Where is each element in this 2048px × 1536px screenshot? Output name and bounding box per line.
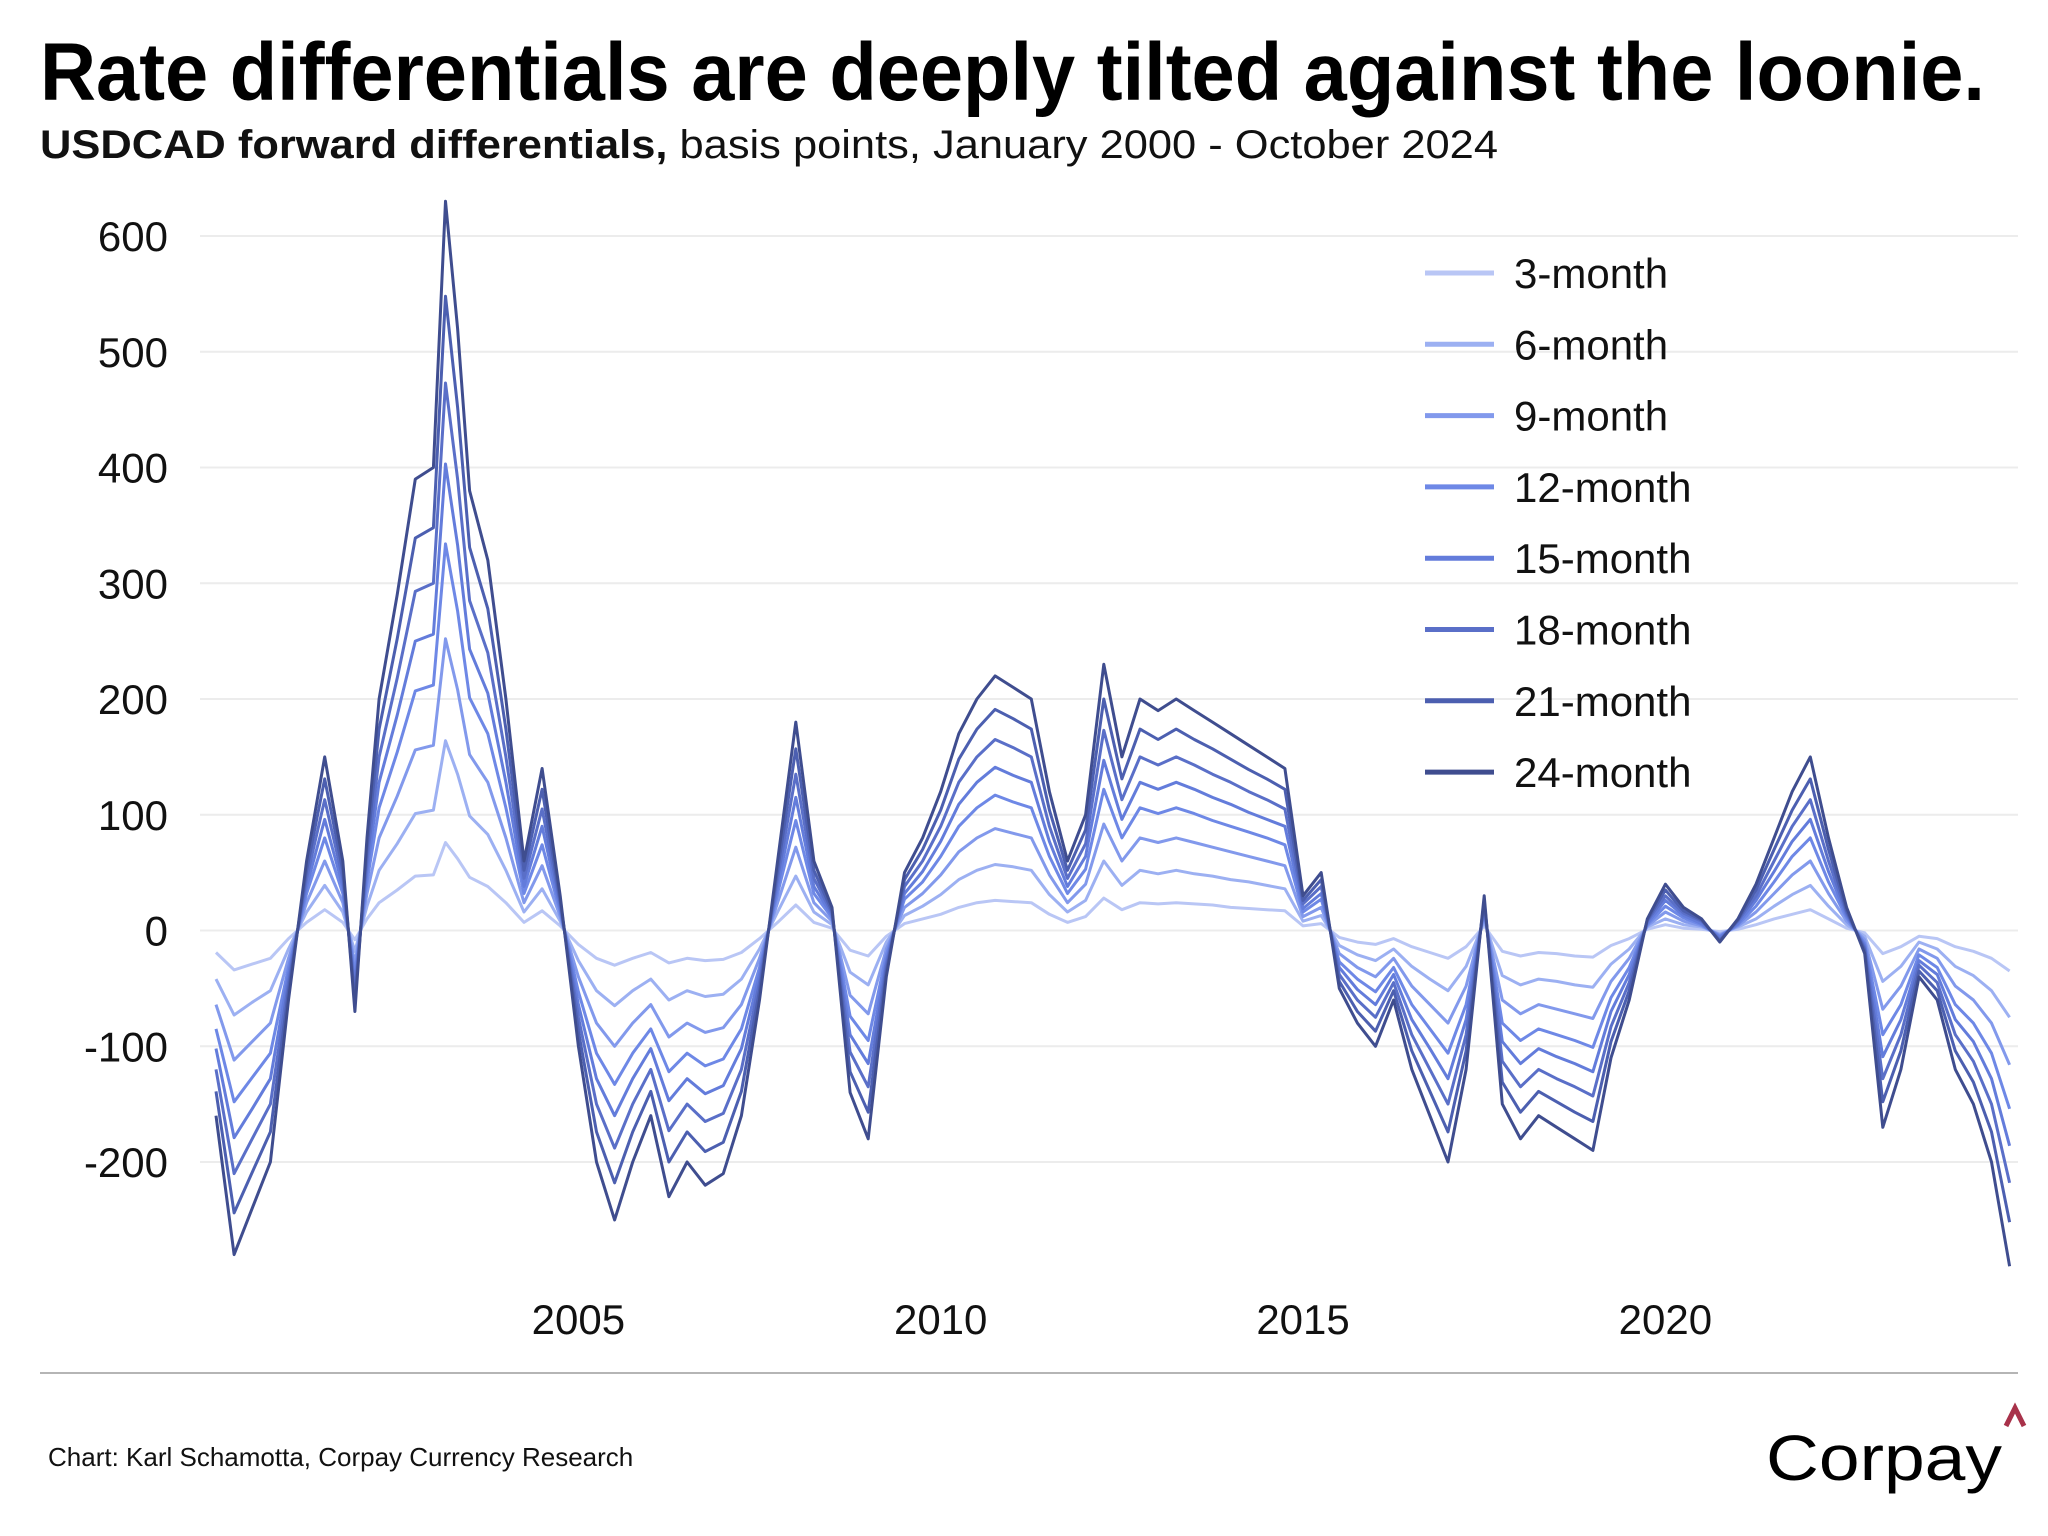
legend-item-6-month: 6-month xyxy=(1425,321,1668,368)
subtitle-bold: USDCAD forward differentials, xyxy=(40,123,667,167)
chart-title: Rate differentials are deeply tilted aga… xyxy=(40,27,1985,118)
legend-item-3-month: 3-month xyxy=(1425,250,1668,297)
legend: 3-month 6-month 9-month 12-month 15-month 18-… xyxy=(1425,250,1691,796)
y-tick-label: -200 xyxy=(84,1139,168,1186)
legend-label: 9-month xyxy=(1514,393,1668,440)
logo-text: Corpay xyxy=(1766,1422,2002,1494)
legend-item-24-month: 24-month xyxy=(1425,749,1691,796)
gridlines xyxy=(200,235,2018,1163)
logo-caret-icon xyxy=(2003,1402,2027,1428)
subtitle-rest: basis points, January 2000 - October 202… xyxy=(667,123,1498,167)
y-tick-label: 300 xyxy=(98,560,168,607)
y-axis: 600 500 400 300 200 100 0 -100 -200 xyxy=(84,213,168,1186)
legend-label: 18-month xyxy=(1514,607,1691,654)
x-axis: 2005 2010 2015 2020 xyxy=(532,1296,1712,1343)
x-tick-label: 2010 xyxy=(894,1296,987,1343)
footer-credit: Chart: Karl Schamotta, Corpay Currency R… xyxy=(48,1442,633,1472)
legend-item-9-month: 9-month xyxy=(1425,393,1668,440)
legend-item-21-month: 21-month xyxy=(1425,678,1691,725)
legend-label: 12-month xyxy=(1514,464,1691,511)
legend-item-12-month: 12-month xyxy=(1425,464,1691,511)
y-tick-label: 0 xyxy=(145,908,168,955)
legend-label: 24-month xyxy=(1514,749,1691,796)
y-tick-label: 600 xyxy=(98,213,168,260)
legend-item-15-month: 15-month xyxy=(1425,535,1691,582)
legend-item-18-month: 18-month xyxy=(1425,607,1691,654)
series-line-12-month xyxy=(214,542,2012,1110)
legend-label: 21-month xyxy=(1514,678,1691,725)
x-tick-label: 2020 xyxy=(1619,1296,1712,1343)
x-tick-label: 2005 xyxy=(532,1296,625,1343)
chart-subtitle: USDCAD forward differentials, basis poin… xyxy=(40,123,1498,167)
series-line-24-month xyxy=(214,199,2012,1267)
series-line-6-month xyxy=(214,739,2011,1019)
series-line-3-month xyxy=(214,841,2011,973)
series-line-18-month xyxy=(214,381,2012,1184)
y-tick-label: -100 xyxy=(84,1023,168,1070)
y-tick-label: 200 xyxy=(98,676,168,723)
legend-label: 15-month xyxy=(1514,535,1691,582)
series-line-15-month xyxy=(214,462,2012,1147)
series-lines xyxy=(214,199,2012,1267)
legend-label: 3-month xyxy=(1514,250,1668,297)
y-tick-label: 400 xyxy=(98,445,168,492)
x-tick-label: 2015 xyxy=(1256,1296,1349,1343)
legend-label: 6-month xyxy=(1514,321,1668,368)
y-tick-label: 500 xyxy=(98,329,168,376)
corpay-logo: Corpay xyxy=(1766,1402,2027,1494)
y-tick-label: 100 xyxy=(98,792,168,839)
